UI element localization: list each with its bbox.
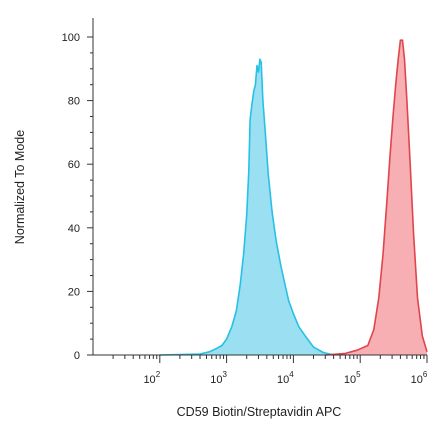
y-axis: 0 20 40 60 80 100: [62, 18, 94, 362]
x-axis: 102 103 104 105 106: [93, 354, 428, 386]
plot-area: [159, 39, 428, 356]
x-tick-label: 102: [143, 370, 160, 386]
x-tick-label: 103: [210, 370, 227, 386]
series-1-line: [159, 58, 334, 356]
y-tick-label: 100: [62, 32, 80, 44]
x-tick-label: 105: [344, 370, 361, 386]
y-tick-label: 40: [68, 223, 80, 235]
y-tick-label: 80: [68, 96, 80, 108]
series-2-line: [325, 39, 428, 356]
x-tick-label: 106: [411, 370, 428, 386]
y-tick-label: 0: [74, 350, 80, 362]
y-tick-label: 20: [68, 286, 80, 298]
series-1-area: [159, 59, 334, 356]
x-axis-title: CD59 Biotin/Streptavidin APC: [177, 405, 342, 419]
y-axis-title: Normalized To Mode: [13, 130, 27, 244]
x-tick-label: 104: [277, 370, 294, 386]
y-tick-label: 60: [68, 159, 80, 171]
series-2-area: [325, 40, 427, 355]
